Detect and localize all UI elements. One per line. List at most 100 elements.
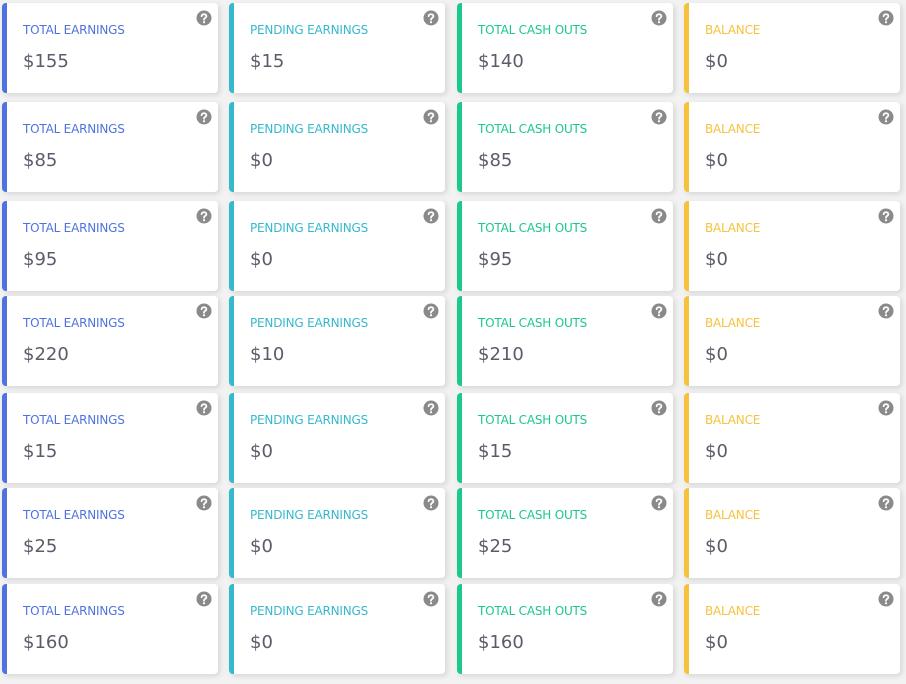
stat-value: $25 — [23, 536, 58, 557]
stat-label: BALANCE — [705, 413, 761, 427]
stat-card: TOTAL CASH OUTS $95 — [457, 201, 673, 291]
stat-value: $155 — [23, 51, 69, 72]
help-icon[interactable] — [651, 303, 667, 319]
stat-card: TOTAL EARNINGS $85 — [2, 102, 218, 192]
help-icon[interactable] — [196, 400, 212, 416]
stat-label: TOTAL EARNINGS — [23, 316, 125, 330]
stat-card: TOTAL CASH OUTS $85 — [457, 102, 673, 192]
help-icon[interactable] — [423, 591, 439, 607]
stat-value: $0 — [250, 249, 273, 270]
help-icon[interactable] — [423, 303, 439, 319]
help-icon[interactable] — [651, 400, 667, 416]
help-icon[interactable] — [423, 495, 439, 511]
stat-card: TOTAL CASH OUTS $210 — [457, 296, 673, 386]
stat-card: PENDING EARNINGS $0 — [229, 488, 445, 578]
stat-value: $140 — [478, 51, 524, 72]
help-icon[interactable] — [651, 208, 667, 224]
stat-card: TOTAL CASH OUTS $140 — [457, 3, 673, 93]
help-icon[interactable] — [878, 10, 894, 26]
help-icon[interactable] — [651, 495, 667, 511]
stat-value: $0 — [705, 632, 728, 653]
stat-value: $220 — [23, 344, 69, 365]
stat-value: $95 — [478, 249, 513, 270]
stat-value: $160 — [478, 632, 524, 653]
stat-card: TOTAL CASH OUTS $25 — [457, 488, 673, 578]
stat-card: PENDING EARNINGS $0 — [229, 584, 445, 674]
stat-label: TOTAL CASH OUTS — [478, 508, 588, 522]
help-icon[interactable] — [196, 495, 212, 511]
help-icon[interactable] — [878, 303, 894, 319]
help-icon[interactable] — [651, 10, 667, 26]
stat-value: $85 — [23, 150, 58, 171]
stat-value: $25 — [478, 536, 513, 557]
stat-value: $0 — [250, 150, 273, 171]
stat-card: BALANCE $0 — [684, 102, 900, 192]
stat-value: $15 — [250, 51, 285, 72]
stat-card: PENDING EARNINGS $10 — [229, 296, 445, 386]
help-icon[interactable] — [878, 109, 894, 125]
help-icon[interactable] — [878, 208, 894, 224]
stat-value: $0 — [705, 150, 728, 171]
stat-label: TOTAL CASH OUTS — [478, 316, 588, 330]
stat-value: $0 — [705, 441, 728, 462]
stat-label: PENDING EARNINGS — [250, 23, 369, 37]
stat-label: BALANCE — [705, 23, 761, 37]
stat-label: TOTAL EARNINGS — [23, 221, 125, 235]
stat-label: TOTAL EARNINGS — [23, 508, 125, 522]
stat-card: PENDING EARNINGS $0 — [229, 201, 445, 291]
stat-label: TOTAL CASH OUTS — [478, 122, 588, 136]
help-icon[interactable] — [423, 208, 439, 224]
stat-value: $85 — [478, 150, 513, 171]
help-icon[interactable] — [651, 109, 667, 125]
stat-card: TOTAL EARNINGS $220 — [2, 296, 218, 386]
stat-label: BALANCE — [705, 316, 761, 330]
stat-card: TOTAL EARNINGS $25 — [2, 488, 218, 578]
stat-label: BALANCE — [705, 604, 761, 618]
help-icon[interactable] — [878, 495, 894, 511]
stat-card: PENDING EARNINGS $0 — [229, 102, 445, 192]
stat-value: $10 — [250, 344, 285, 365]
stat-label: TOTAL EARNINGS — [23, 122, 125, 136]
stat-card: TOTAL CASH OUTS $15 — [457, 393, 673, 483]
help-icon[interactable] — [651, 591, 667, 607]
stat-value: $0 — [705, 249, 728, 270]
help-icon[interactable] — [196, 10, 212, 26]
stat-card: TOTAL EARNINGS $160 — [2, 584, 218, 674]
stat-value: $160 — [23, 632, 69, 653]
stat-value: $0 — [705, 51, 728, 72]
stat-card: TOTAL CASH OUTS $160 — [457, 584, 673, 674]
help-icon[interactable] — [196, 208, 212, 224]
stat-value: $15 — [23, 441, 58, 462]
stat-value: $0 — [250, 536, 273, 557]
help-icon[interactable] — [423, 109, 439, 125]
stat-label: BALANCE — [705, 122, 761, 136]
stat-label: BALANCE — [705, 508, 761, 522]
stat-card: TOTAL EARNINGS $95 — [2, 201, 218, 291]
stat-label: TOTAL CASH OUTS — [478, 23, 588, 37]
stat-label: PENDING EARNINGS — [250, 413, 369, 427]
stat-card: BALANCE $0 — [684, 3, 900, 93]
stat-card: PENDING EARNINGS $0 — [229, 393, 445, 483]
stat-label: TOTAL CASH OUTS — [478, 413, 588, 427]
help-icon[interactable] — [878, 591, 894, 607]
help-icon[interactable] — [196, 109, 212, 125]
stat-card: TOTAL EARNINGS $155 — [2, 3, 218, 93]
help-icon[interactable] — [878, 400, 894, 416]
stat-label: PENDING EARNINGS — [250, 221, 369, 235]
help-icon[interactable] — [196, 303, 212, 319]
stat-value: $15 — [478, 441, 513, 462]
stat-card: BALANCE $0 — [684, 296, 900, 386]
stat-value: $210 — [478, 344, 524, 365]
stat-label: PENDING EARNINGS — [250, 508, 369, 522]
help-icon[interactable] — [423, 10, 439, 26]
stat-label: TOTAL EARNINGS — [23, 413, 125, 427]
stat-label: TOTAL CASH OUTS — [478, 604, 588, 618]
help-icon[interactable] — [423, 400, 439, 416]
stat-label: TOTAL CASH OUTS — [478, 221, 588, 235]
stat-card: TOTAL EARNINGS $15 — [2, 393, 218, 483]
stat-label: PENDING EARNINGS — [250, 122, 369, 136]
help-icon[interactable] — [196, 591, 212, 607]
stat-card: BALANCE $0 — [684, 201, 900, 291]
stat-label: BALANCE — [705, 221, 761, 235]
